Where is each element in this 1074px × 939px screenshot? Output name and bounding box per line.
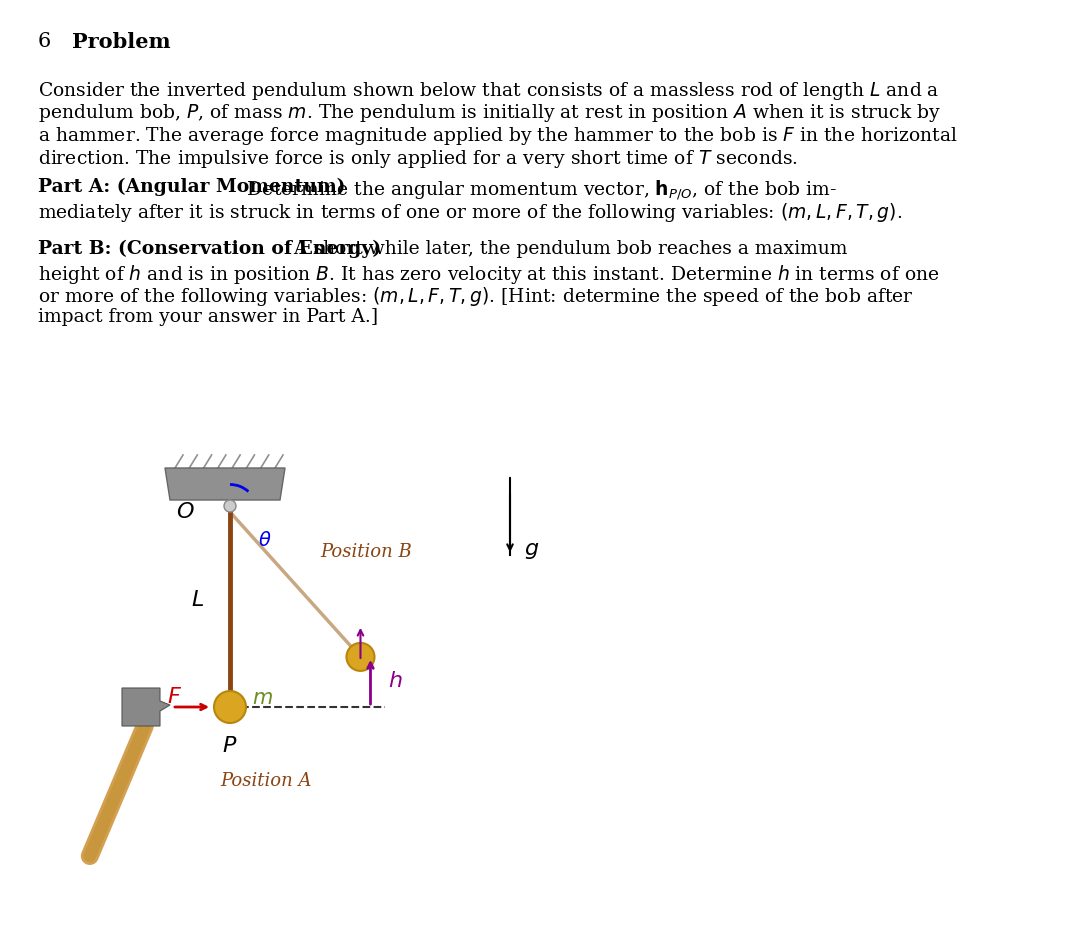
Text: A short while later, the pendulum bob reaches a maximum: A short while later, the pendulum bob re… <box>288 240 847 258</box>
Text: $P$: $P$ <box>222 735 237 757</box>
Text: $O$: $O$ <box>176 501 194 523</box>
Text: $m$: $m$ <box>252 689 273 709</box>
Text: height of $h$ and is in position $B$. It has zero velocity at this instant. Dete: height of $h$ and is in position $B$. It… <box>38 263 940 285</box>
Text: pendulum bob, $P$, of mass $m$. The pendulum is initially at rest in position $A: pendulum bob, $P$, of mass $m$. The pend… <box>38 102 941 125</box>
Text: $h$: $h$ <box>389 670 403 692</box>
Text: 6: 6 <box>38 32 52 51</box>
Text: $g$: $g$ <box>524 539 539 561</box>
Text: a hammer. The average force magnitude applied by the hammer to the bob is $F$ in: a hammer. The average force magnitude ap… <box>38 125 958 147</box>
Text: direction. The impulsive force is only applied for a very short time of $T$ seco: direction. The impulsive force is only a… <box>38 147 798 170</box>
Text: Part A: (Angular Momentum): Part A: (Angular Momentum) <box>38 178 346 196</box>
Text: Position A: Position A <box>220 772 311 790</box>
Circle shape <box>214 691 246 723</box>
Text: Part B: (Conservation of Energy): Part B: (Conservation of Energy) <box>38 240 381 258</box>
Circle shape <box>347 643 375 670</box>
Text: $L$: $L$ <box>191 589 204 610</box>
Text: mediately after it is struck in terms of one or more of the following variables:: mediately after it is struck in terms of… <box>38 201 902 223</box>
Text: Consider the inverted pendulum shown below that consists of a massless rod of le: Consider the inverted pendulum shown bel… <box>38 80 940 102</box>
Polygon shape <box>165 468 285 500</box>
Text: $\theta$: $\theta$ <box>258 531 272 549</box>
Text: or more of the following variables: $(m, L, F, T, g)$. [Hint: determine the spee: or more of the following variables: $(m,… <box>38 285 914 308</box>
Text: Problem: Problem <box>72 32 171 52</box>
Text: Determine the angular momentum vector, $\mathbf{h}_{P/O}$, of the bob im-: Determine the angular momentum vector, $… <box>241 178 837 202</box>
Circle shape <box>224 500 236 512</box>
Text: Position B: Position B <box>320 543 411 561</box>
Text: impact from your answer in Part A.]: impact from your answer in Part A.] <box>38 307 378 326</box>
Polygon shape <box>122 688 170 726</box>
Text: $F$: $F$ <box>166 686 182 708</box>
